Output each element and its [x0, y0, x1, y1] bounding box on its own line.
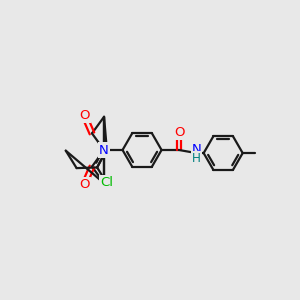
Text: H: H [192, 152, 201, 165]
Text: Cl: Cl [100, 176, 113, 189]
Text: O: O [174, 126, 184, 139]
Text: O: O [79, 178, 89, 191]
Text: N: N [192, 143, 201, 156]
Text: N: N [99, 143, 109, 157]
Text: O: O [79, 109, 89, 122]
